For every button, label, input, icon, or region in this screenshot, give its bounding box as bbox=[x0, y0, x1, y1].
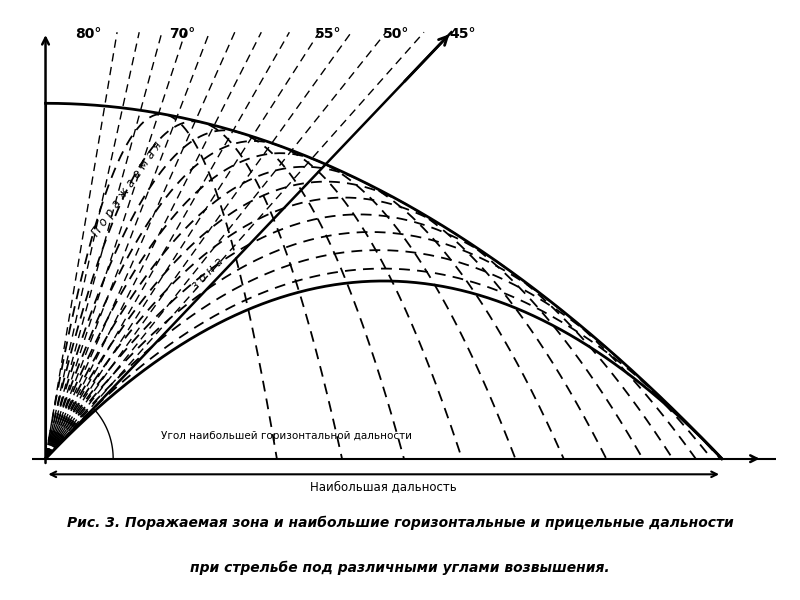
Text: 55°: 55° bbox=[314, 28, 341, 41]
Text: 50°: 50° bbox=[382, 28, 409, 41]
Text: з о н а: з о н а bbox=[190, 255, 226, 292]
Text: Наибольшая дальность: Наибольшая дальность bbox=[310, 480, 457, 493]
Text: П о р а ж а е м а я: П о р а ж а е м а я bbox=[89, 139, 165, 239]
Text: при стрельбе под различными углами возвышения.: при стрельбе под различными углами возвы… bbox=[190, 561, 610, 575]
Text: 45°: 45° bbox=[450, 28, 476, 41]
Text: 70°: 70° bbox=[169, 28, 195, 41]
Text: Рис. 3. Поражаемая зона и наибольшие горизонтальные и прицельные дальности: Рис. 3. Поражаемая зона и наибольшие гор… bbox=[66, 515, 734, 530]
Text: 80°: 80° bbox=[75, 28, 102, 41]
Text: Угол наибольшей горизонтальной дальности: Угол наибольшей горизонтальной дальности bbox=[161, 431, 411, 441]
